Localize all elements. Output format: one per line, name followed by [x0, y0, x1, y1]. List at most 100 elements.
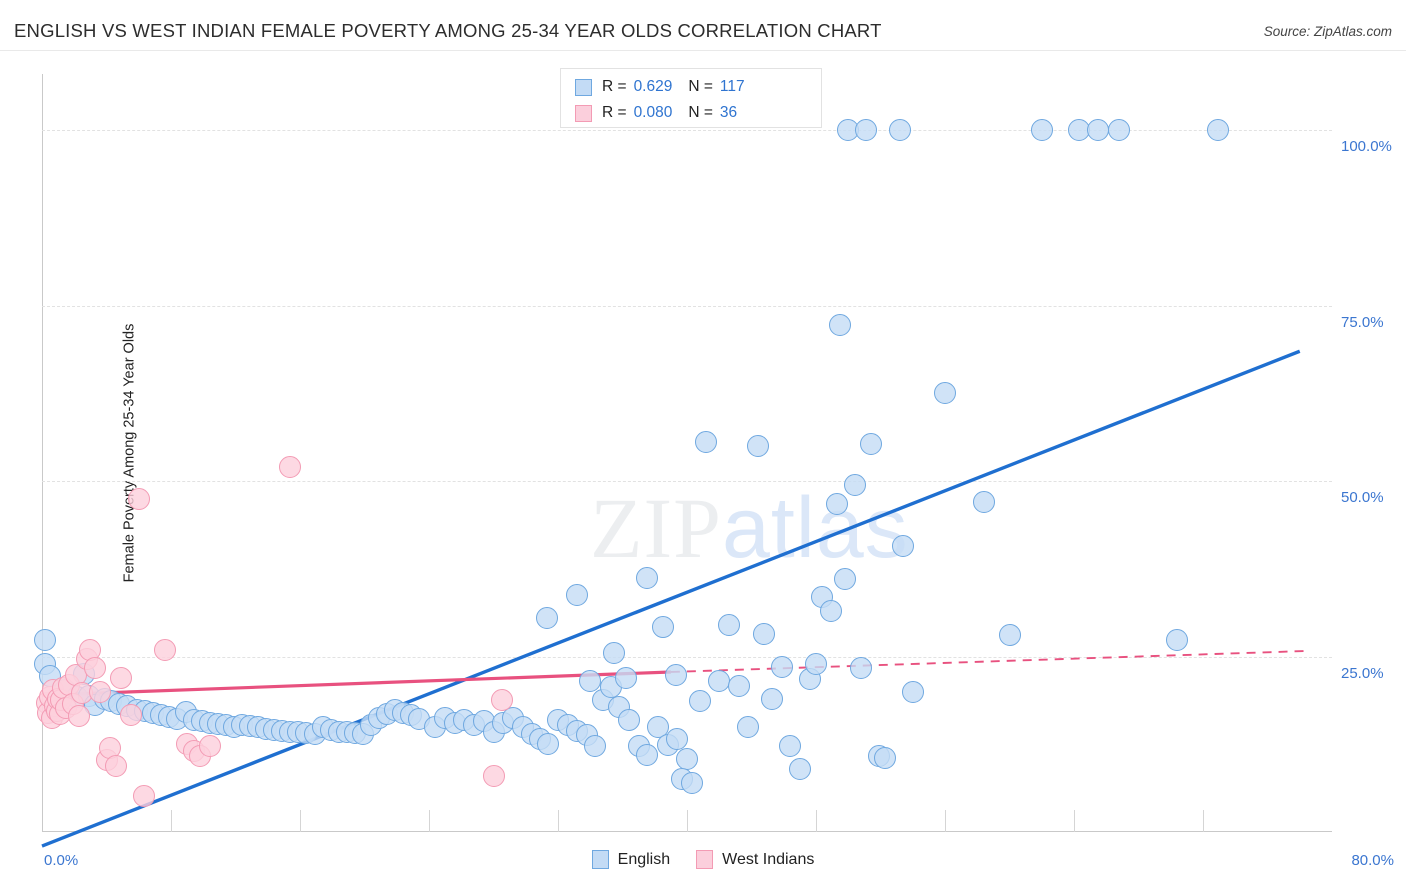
data-point[interactable] — [901, 680, 924, 703]
data-point[interactable] — [153, 638, 176, 661]
trendlines — [41, 349, 1308, 848]
data-point[interactable] — [727, 675, 750, 697]
stats-r-label-west-indians: R = — [602, 104, 627, 121]
gridline-100 — [42, 130, 1332, 132]
trendline-west-indians-solid — [41, 670, 671, 697]
y-axis-title-container: Female Poverty Among 25-34 Year Olds — [10, 74, 137, 832]
legend-item-west-indians[interactable]: West Indians — [696, 850, 814, 869]
data-point[interactable] — [998, 624, 1021, 647]
data-point[interactable] — [651, 616, 674, 639]
data-point[interactable] — [1206, 119, 1229, 142]
data-point[interactable] — [132, 784, 155, 807]
data-point[interactable] — [664, 663, 687, 686]
stats-n-value-english: 117 — [719, 78, 745, 95]
stats-swatch-english — [575, 78, 592, 96]
gridline-25 — [42, 656, 1332, 658]
data-point[interactable] — [566, 584, 589, 607]
stats-r-value-english: 0.629 — [633, 78, 673, 95]
data-point[interactable] — [695, 431, 718, 454]
data-point[interactable] — [603, 642, 626, 665]
data-point[interactable] — [537, 733, 560, 756]
data-point[interactable] — [680, 771, 703, 794]
series-legend: English West Indians — [0, 850, 1406, 869]
data-point[interactable] — [829, 314, 852, 337]
stats-n-value-west-indians: 36 — [719, 104, 738, 121]
data-point[interactable] — [888, 119, 911, 142]
correlation-stats-box: R = 0.629 N = 117 R = 0.080 N = 36 — [560, 68, 822, 128]
data-point[interactable] — [788, 757, 811, 780]
data-point[interactable] — [635, 566, 658, 589]
data-point[interactable] — [761, 687, 784, 710]
data-point[interactable] — [84, 657, 107, 680]
data-point[interactable] — [843, 473, 866, 496]
data-point[interactable] — [834, 568, 857, 591]
x-tick-5 — [687, 810, 688, 832]
data-point[interactable] — [771, 656, 794, 679]
data-point[interactable] — [1108, 119, 1131, 142]
data-point[interactable] — [779, 734, 802, 757]
y-tick-label-3: 25.0% — [1341, 664, 1384, 682]
x-tick-4 — [558, 810, 559, 832]
legend-label-english: English — [617, 850, 671, 868]
x-tick-9 — [1203, 810, 1204, 832]
data-point[interactable] — [746, 434, 769, 457]
data-point[interactable] — [666, 728, 689, 751]
stats-r-label-english: R = — [602, 78, 627, 95]
data-point[interactable] — [584, 735, 607, 758]
data-point[interactable] — [635, 743, 658, 766]
stats-n-label-english: N = — [688, 78, 713, 95]
data-point[interactable] — [892, 534, 915, 557]
data-point[interactable] — [676, 748, 698, 770]
data-point[interactable] — [89, 680, 112, 703]
data-point[interactable] — [934, 382, 956, 405]
data-point[interactable] — [105, 755, 128, 778]
data-point[interactable] — [819, 599, 842, 622]
data-point[interactable] — [688, 690, 711, 713]
gridline-75 — [42, 305, 1332, 307]
data-point[interactable] — [34, 629, 57, 652]
gridline-50 — [42, 481, 1332, 483]
data-point[interactable] — [110, 666, 132, 689]
data-point[interactable] — [617, 708, 640, 731]
data-point[interactable] — [279, 456, 302, 479]
header-divider — [0, 50, 1406, 51]
y-tick-label-2: 50.0% — [1341, 489, 1384, 507]
data-point[interactable] — [805, 652, 827, 675]
data-point[interactable] — [535, 606, 558, 629]
data-point[interactable] — [482, 764, 505, 787]
data-point[interactable] — [68, 705, 91, 728]
x-axis-min-label: 0.0% — [44, 852, 79, 869]
y-tick-label-0: 100.0% — [1341, 138, 1392, 156]
data-point[interactable] — [579, 670, 602, 693]
data-point[interactable] — [127, 487, 150, 510]
data-point[interactable] — [753, 623, 776, 646]
data-point[interactable] — [850, 657, 873, 680]
data-point[interactable] — [859, 432, 882, 455]
x-tick-1 — [171, 810, 172, 832]
data-point[interactable] — [737, 715, 760, 738]
stats-swatch-west-indians — [575, 104, 592, 122]
data-point[interactable] — [614, 667, 637, 690]
data-point[interactable] — [119, 704, 142, 727]
data-point[interactable] — [854, 119, 877, 142]
y-tick-label-1: 75.0% — [1341, 313, 1384, 331]
x-tick-2 — [300, 810, 301, 832]
legend-swatch-english — [591, 850, 609, 869]
legend-label-west-indians: West Indians — [722, 850, 815, 868]
data-point[interactable] — [825, 492, 848, 515]
data-point[interactable] — [1030, 119, 1053, 142]
stats-n-label-west-indians: N = — [688, 104, 713, 121]
source-label: Source: ZipAtlas.com — [1263, 24, 1392, 39]
trendline-english — [41, 349, 1301, 848]
data-point[interactable] — [1166, 628, 1189, 651]
page-title: ENGLISH VS WEST INDIAN FEMALE POVERTY AM… — [14, 20, 882, 41]
data-point[interactable] — [874, 747, 897, 770]
data-point[interactable] — [490, 689, 513, 712]
data-point[interactable] — [198, 735, 221, 758]
data-point[interactable] — [972, 491, 995, 514]
data-point[interactable] — [717, 613, 740, 636]
x-tick-3 — [429, 810, 430, 832]
trendline-west-indians-dashed — [670, 649, 1308, 673]
legend-item-english[interactable]: English — [591, 850, 671, 869]
x-axis-max-label: 80.0% — [1351, 852, 1394, 869]
